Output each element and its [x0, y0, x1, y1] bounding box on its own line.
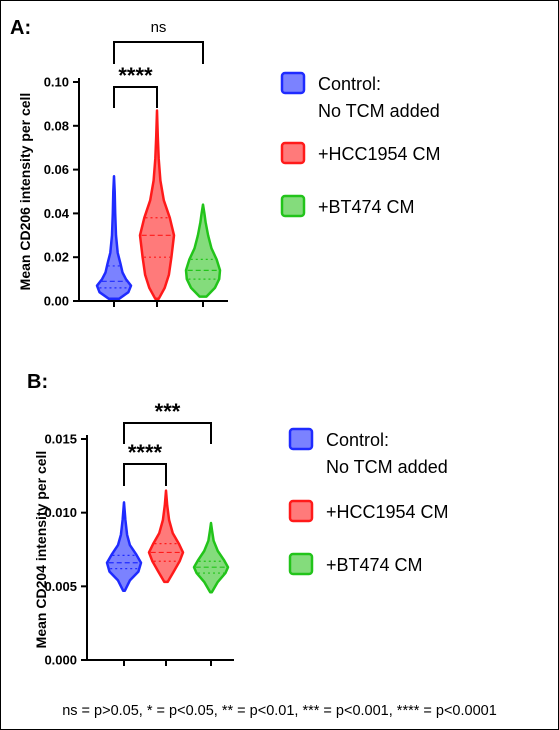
- panel-b-violin-1: [147, 489, 185, 584]
- panel-b-significance-bracket: [123, 463, 167, 486]
- panel-a-legend-label: +BT474 CM: [318, 197, 415, 217]
- panel-b-significance-label: ***: [155, 399, 181, 424]
- panel-a-significance-bracket: [113, 41, 204, 64]
- panel-a-legend-label: Control:: [318, 74, 381, 94]
- panel-b-significance-bracket: [123, 422, 212, 444]
- panel-a-legend-swatch: [280, 194, 306, 218]
- panel-b-legend-swatch: [288, 427, 314, 451]
- panel-a-legend-swatch: [280, 71, 306, 95]
- panel-b-legend-label: +HCC1954 CM: [326, 502, 449, 522]
- panel-a-y-tick-label: 0.06: [44, 162, 69, 177]
- panel-a-y-tick-label: 0.10: [44, 75, 69, 90]
- panel-a-significance-label: ****: [118, 63, 153, 88]
- panel-a-svg: A: Mean CD206 intensity per cell 0.00 0.02 0…: [10, 17, 441, 309]
- panel-a-significance-bracket: [113, 86, 158, 108]
- panel-b-panel-label: B:: [27, 371, 48, 393]
- panel-a-y-tick-label: 0.04: [44, 206, 70, 221]
- panel-b-violin-2: [192, 521, 230, 594]
- panel-a-violin-2: [184, 203, 222, 298]
- panel-b-y-tick-label: 0.005: [44, 579, 77, 594]
- panel-a-legend-label: +HCC1954 CM: [318, 144, 441, 164]
- panel-b-legend-swatch: [288, 552, 314, 576]
- panel-b-svg: B: Mean CD204 intensity per cell 0.000 0.00…: [27, 371, 449, 668]
- panel-b-legend-label: +BT474 CM: [326, 555, 423, 575]
- panel-a-violin-0: [95, 174, 133, 301]
- panel-a-y-tick-label: 0.08: [44, 118, 69, 133]
- panel-b-chart: B: Mean CD204 intensity per cell 0.000 0.00…: [0, 360, 559, 690]
- panel-a-y-tick-label: 0.00: [44, 294, 69, 309]
- panel-a-legend-swatch: [280, 141, 306, 165]
- panel-b-y-tick-label: 0.010: [44, 505, 77, 520]
- panel-b-y-tick-label: 0.000: [44, 653, 77, 668]
- panel-b-legend-label: Control:: [326, 430, 389, 450]
- panel-b-violin-0: [105, 501, 143, 593]
- panel-b-significance-label: ****: [128, 440, 163, 465]
- panel-a-significance-label: ns: [151, 19, 167, 36]
- panel-a-violin-1: [138, 109, 176, 301]
- panel-b-legend-label: No TCM added: [326, 457, 448, 477]
- panel-b-y-axis-label: Mean CD204 intensity per cell: [33, 451, 49, 649]
- panel-a-y-axis-label: Mean CD206 intensity per cell: [17, 93, 33, 291]
- panel-a-legend-label: No TCM added: [318, 101, 440, 121]
- significance-footnote: ns = p>0.05, * = p<0.05, ** = p<0.01, **…: [62, 703, 497, 719]
- panel-b-legend-swatch: [288, 499, 314, 523]
- panel-a-panel-label: A:: [10, 17, 31, 39]
- panel-b-y-tick-label: 0.015: [44, 432, 77, 447]
- panel-a-chart: A: Mean CD206 intensity per cell 0.00 0.02 0…: [0, 0, 559, 340]
- panel-a-y-tick-label: 0.02: [44, 250, 69, 265]
